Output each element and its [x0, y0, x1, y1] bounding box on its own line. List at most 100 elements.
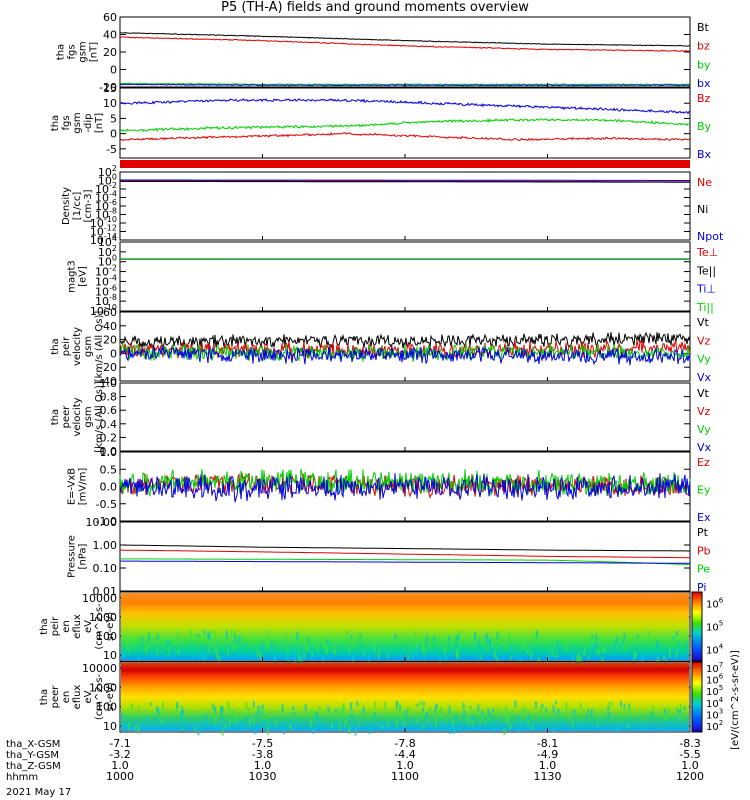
- spectrogram-speckle: [654, 639, 657, 647]
- spectrogram-speckle: [505, 641, 508, 650]
- spectrogram-speckle: [356, 701, 359, 707]
- spectrogram-speckle: [141, 636, 144, 643]
- panel-2: -5 0 5 10 15 thafgsgsm-dip[nT] Bz By Bx: [50, 82, 712, 161]
- spectrogram-speckle: [203, 650, 206, 654]
- spectrogram-speckle: [663, 714, 666, 718]
- panel-frame: [119, 16, 691, 88]
- spectrogram-speckle: [675, 652, 678, 659]
- spectrogram-speckle: [385, 651, 388, 657]
- spectrogram-speckle: [254, 726, 257, 735]
- spectrogram-speckle: [265, 719, 268, 724]
- spectrogram-speckle: [213, 707, 216, 714]
- y-tick-label: 0: [110, 64, 117, 77]
- spectrogram-speckle: [577, 655, 580, 664]
- x-tick-label: -4.4: [394, 748, 415, 761]
- spectrogram-speckle: [146, 715, 149, 724]
- y-tick-label: 104: [98, 234, 117, 249]
- spectrogram-speckle: [282, 722, 285, 728]
- spectrogram-speckle: [435, 703, 438, 709]
- spectrogram-speckle: [580, 639, 583, 645]
- spectrogram-speckle: [479, 654, 482, 661]
- spectrogram-speckle: [607, 706, 610, 711]
- spectrogram-speckle: [148, 634, 151, 642]
- spectrogram-speckle: [565, 646, 568, 652]
- spectrogram-speckle: [528, 724, 531, 730]
- spectrogram-speckle: [532, 724, 535, 728]
- spectrogram-speckle: [571, 720, 574, 729]
- y-axis-label: magt3[eV]: [67, 260, 89, 293]
- spectrogram-speckle: [429, 706, 432, 714]
- spectrogram-speckle: [396, 700, 399, 709]
- y-tick-label: 0.6: [100, 404, 118, 417]
- y-tick-label: 10-4: [95, 273, 117, 288]
- spectrogram-speckle: [145, 645, 148, 654]
- spectrogram-speckle: [422, 642, 425, 651]
- spectrogram-speckle: [492, 720, 495, 727]
- spectrogram-speckle: [633, 651, 636, 661]
- spectrogram-speckle: [541, 704, 544, 709]
- spectrogram-speckle: [134, 724, 137, 731]
- spectrogram-speckle: [444, 653, 447, 661]
- legend-label: Ey: [697, 484, 711, 497]
- spectrogram-speckle: [608, 701, 611, 710]
- spectrogram-speckle: [444, 645, 447, 654]
- spectrogram-speckle: [373, 711, 376, 719]
- spectrogram-speckle: [623, 703, 626, 710]
- spectrogram-speckle: [672, 636, 675, 640]
- spectrogram-speckle: [239, 719, 242, 725]
- spectrogram-speckle: [274, 719, 277, 726]
- y-tick-label: 40: [103, 320, 117, 333]
- spectrogram-speckle: [510, 710, 513, 718]
- spectrogram-speckle: [471, 716, 474, 722]
- spectrogram-speckle: [149, 702, 152, 706]
- spectrogram-speckle: [316, 642, 319, 651]
- y-tick-label: 102: [98, 244, 117, 259]
- spectrogram-speckle: [255, 723, 258, 727]
- legend-label: Ti⊥: [696, 283, 716, 296]
- spectrogram-speckle: [472, 714, 475, 720]
- spectrogram-speckle: [261, 642, 264, 651]
- spectrogram-speckle: [245, 702, 248, 710]
- spectrogram-speckle: [603, 647, 606, 653]
- spectrogram-speckle: [194, 727, 197, 731]
- spectrogram-speckle: [493, 724, 496, 734]
- spectrogram-speckle: [342, 703, 345, 711]
- spectrogram-speckle: [423, 655, 426, 662]
- panel-9: 10 100 1000 10000thapeirenefluxeV(cm^2-s-sr…: [39, 591, 724, 666]
- spectrogram-speckle: [607, 711, 610, 719]
- x-tick-label: 1200: [676, 770, 704, 783]
- spectrogram-speckle: [391, 718, 394, 725]
- y-axis-label: thafgsgsm-dip[nT]: [50, 112, 105, 133]
- y-tick-label: 10: [103, 649, 117, 662]
- spectrogram-speckle: [201, 638, 204, 645]
- y-tick-label: 1.0: [100, 377, 118, 390]
- spectrogram-speckle: [128, 647, 131, 654]
- spectrogram-speckle: [627, 707, 630, 716]
- y-tick-label: 10.00: [86, 516, 118, 529]
- spectrogram-speckle: [474, 631, 477, 641]
- spectrogram-speckle: [496, 632, 499, 640]
- spectrogram-speckle: [596, 648, 599, 656]
- spectrogram-speckle: [154, 649, 157, 658]
- spectrogram-speckle: [463, 650, 465, 656]
- spectrogram-speckle: [352, 655, 355, 662]
- spectrogram-speckle: [636, 634, 639, 639]
- spectrogram-speckle: [123, 637, 126, 642]
- spectrogram-speckle: [563, 639, 566, 644]
- spectrogram-speckle: [215, 649, 218, 659]
- spectrogram-speckle: [220, 706, 223, 715]
- separator-bar: [120, 160, 690, 168]
- x-tick-label: -7.5: [252, 737, 273, 750]
- spectrogram-speckle: [487, 712, 490, 717]
- spectrogram-speckle: [234, 714, 237, 723]
- spectrogram-speckle: [195, 634, 198, 644]
- legend-label: Vx: [697, 371, 712, 384]
- spectrogram-speckle: [486, 725, 489, 731]
- spectrogram-speckle: [151, 637, 154, 643]
- spectrogram-speckle: [416, 703, 419, 707]
- spectrogram-speckle: [165, 710, 168, 715]
- spectrogram-speckle: [403, 721, 406, 727]
- spectrogram-speckle: [584, 646, 587, 652]
- colorbar: [691, 661, 703, 733]
